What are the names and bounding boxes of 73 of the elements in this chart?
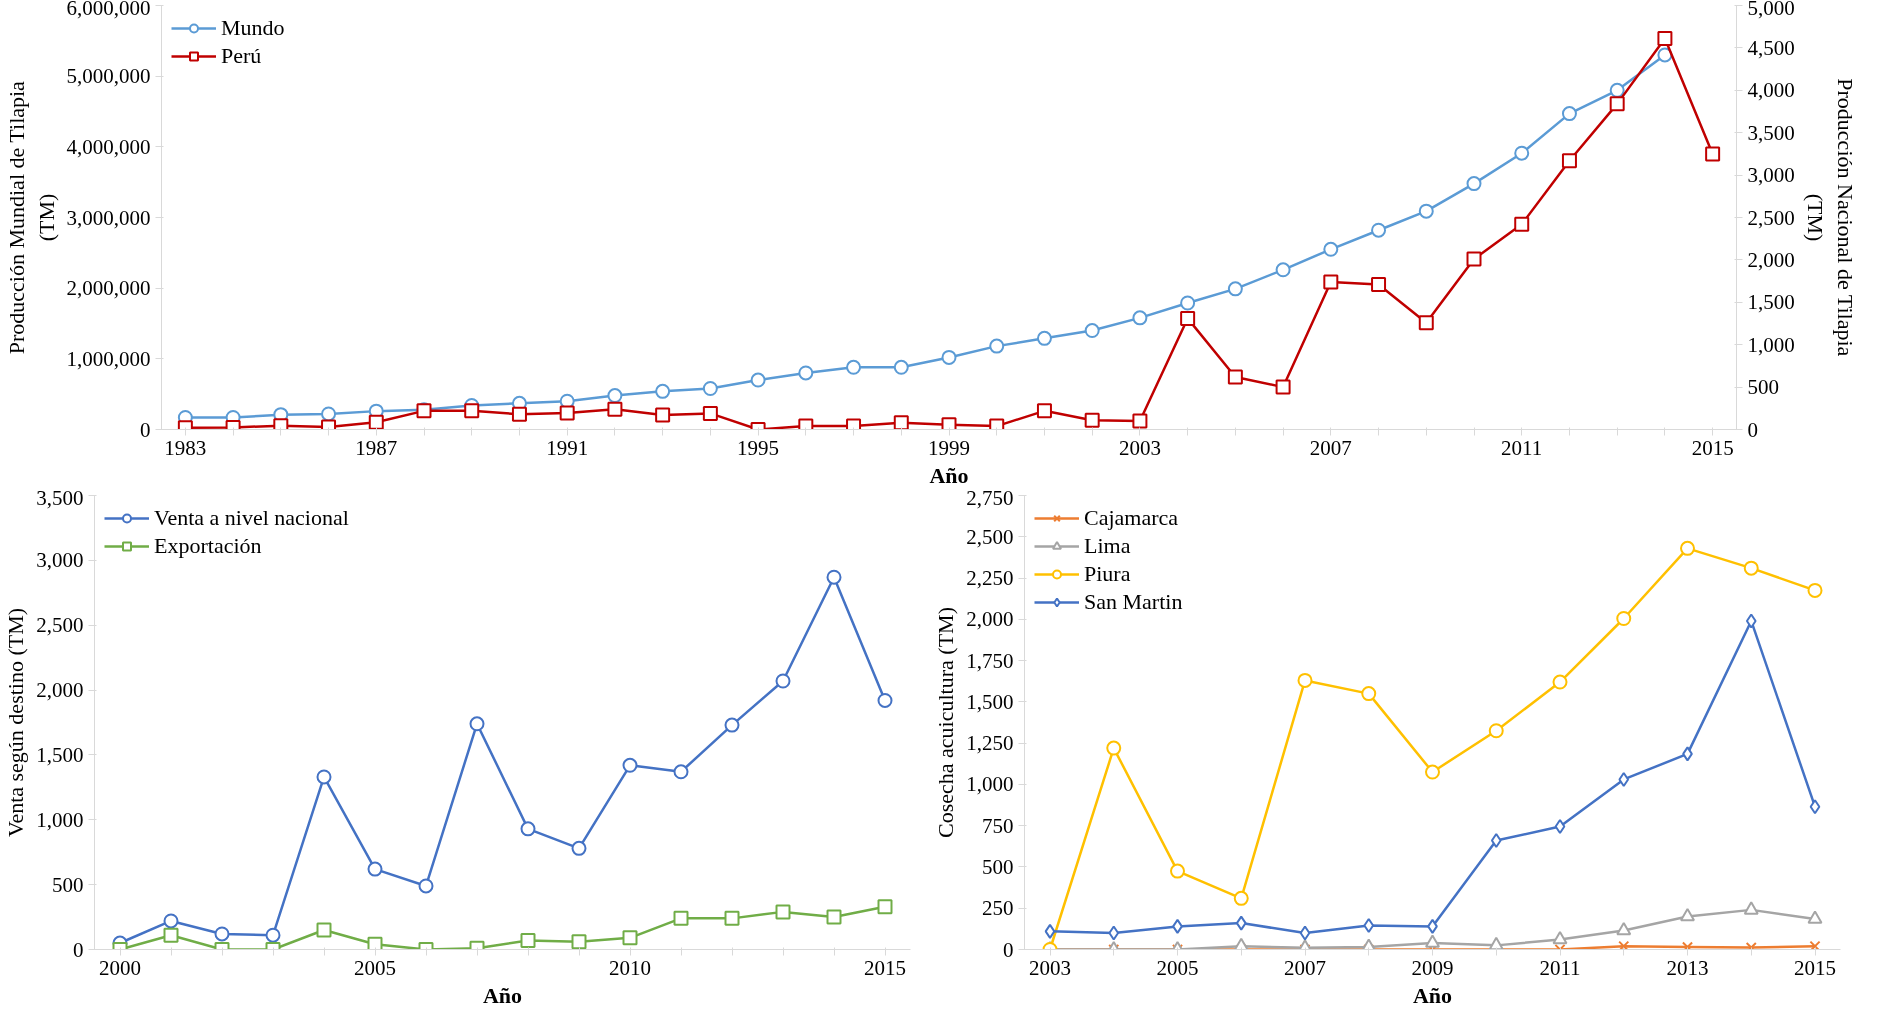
- x-tick-label: 2010: [609, 955, 651, 980]
- legend-label: Piura: [1084, 561, 1131, 587]
- y-tick-label: 500: [982, 854, 1014, 879]
- y-tick-label: 2,750: [966, 485, 1014, 510]
- y2-tick-label: 4,000: [1747, 78, 1795, 103]
- x-tick-label: 2003: [1118, 435, 1161, 460]
- legend-label: San Martin: [1084, 589, 1183, 615]
- y2-tick-label: 1,000: [1747, 332, 1795, 357]
- x-tick-label: 1999: [928, 435, 970, 460]
- x-tick-label: 2005: [1156, 955, 1199, 980]
- legend-label: Exportación: [154, 533, 262, 559]
- y2-tick-label: 2,000: [1747, 247, 1795, 272]
- y-tick-label: 1,250: [966, 731, 1014, 756]
- x-tick-label: 2011: [1501, 435, 1543, 460]
- y-tick-label: 1,500: [966, 689, 1014, 714]
- legend-label: Cajamarca: [1084, 505, 1179, 531]
- x-tick-label: 2007: [1309, 435, 1352, 460]
- y-tick-label: 1,000,000: [66, 346, 151, 371]
- x-axis-title: Año: [929, 462, 969, 488]
- y-tick-label: 1,000: [36, 807, 84, 832]
- y2-tick-label: 3,000: [1747, 163, 1795, 188]
- y-tick-label: 0: [1003, 937, 1014, 962]
- y-tick-label: 3,000: [36, 548, 84, 573]
- y-axis-title: Producción Mundial de Tilapia (TM): [3, 80, 59, 355]
- y-tick-label: 2,500: [966, 524, 1014, 549]
- y2-tick-label: 1,500: [1747, 290, 1795, 315]
- y2-tick-label: 4,500: [1747, 35, 1795, 60]
- x-tick-label: 1987: [355, 435, 398, 460]
- y-tick-label: 500: [52, 872, 84, 897]
- y-tick-label: 2,500: [36, 613, 84, 638]
- y-tick-label: 4,000,000: [66, 134, 151, 159]
- legend-label: Lima: [1084, 533, 1131, 559]
- x-tick-label: 2015: [864, 955, 906, 980]
- y-tick-label: 3,000,000: [66, 205, 151, 230]
- y-tick-label: 1,750: [966, 648, 1014, 673]
- y-tick-label: 1,000: [966, 772, 1014, 797]
- x-tick-label: 1983: [164, 435, 207, 460]
- x-tick-label: 2000: [99, 955, 141, 980]
- y-tick-label: 1,500: [36, 742, 84, 767]
- x-tick-label: 1991: [546, 435, 589, 460]
- y-tick-label: 2,250: [966, 566, 1014, 591]
- y-tick-label: 250: [982, 896, 1014, 921]
- x-tick-label: 2015: [1691, 435, 1734, 460]
- x-tick-label: 2011: [1539, 955, 1581, 980]
- y-tick-label: 2,000: [966, 607, 1014, 632]
- y2-axis-title: Producción Nacional de Tilapia (TM): [1802, 78, 1858, 357]
- y2-tick-label: 5,000: [1747, 0, 1795, 20]
- x-tick-label: 2003: [1029, 955, 1071, 980]
- x-tick-label: 2009: [1411, 955, 1454, 980]
- y2-tick-label: 2,500: [1747, 205, 1795, 230]
- x-axis-title: Año: [1412, 982, 1453, 1008]
- y-tick-label: 0: [73, 937, 84, 962]
- y-tick-label: 750: [982, 813, 1014, 838]
- x-tick-label: 2005: [354, 955, 396, 980]
- y-axis-title: Venta según destino (TM): [3, 607, 29, 838]
- y-axis-title: Cosecha acuicultura (TM): [933, 607, 959, 838]
- y2-tick-label: 500: [1747, 375, 1779, 400]
- y-tick-label: 6,000,000: [66, 0, 151, 20]
- y-tick-label: 5,000,000: [66, 64, 151, 89]
- x-tick-label: 2007: [1284, 955, 1326, 980]
- legend-label: Venta a nivel nacional: [154, 505, 349, 531]
- x-tick-label: 1995: [737, 435, 780, 460]
- legend-label: Perú: [221, 43, 262, 69]
- legend-label: Mundo: [221, 15, 285, 41]
- y-tick-label: 0: [140, 417, 151, 442]
- y2-tick-label: 3,500: [1747, 120, 1795, 145]
- y2-tick-label: 0: [1747, 417, 1758, 442]
- y-tick-label: 3,500: [36, 485, 84, 510]
- y-tick-label: 2,000: [36, 678, 84, 703]
- x-tick-label: 2013: [1666, 955, 1709, 980]
- x-axis-title: Año: [482, 982, 523, 1008]
- y-tick-label: 2,000,000: [66, 276, 151, 301]
- x-tick-label: 2015: [1794, 955, 1836, 980]
